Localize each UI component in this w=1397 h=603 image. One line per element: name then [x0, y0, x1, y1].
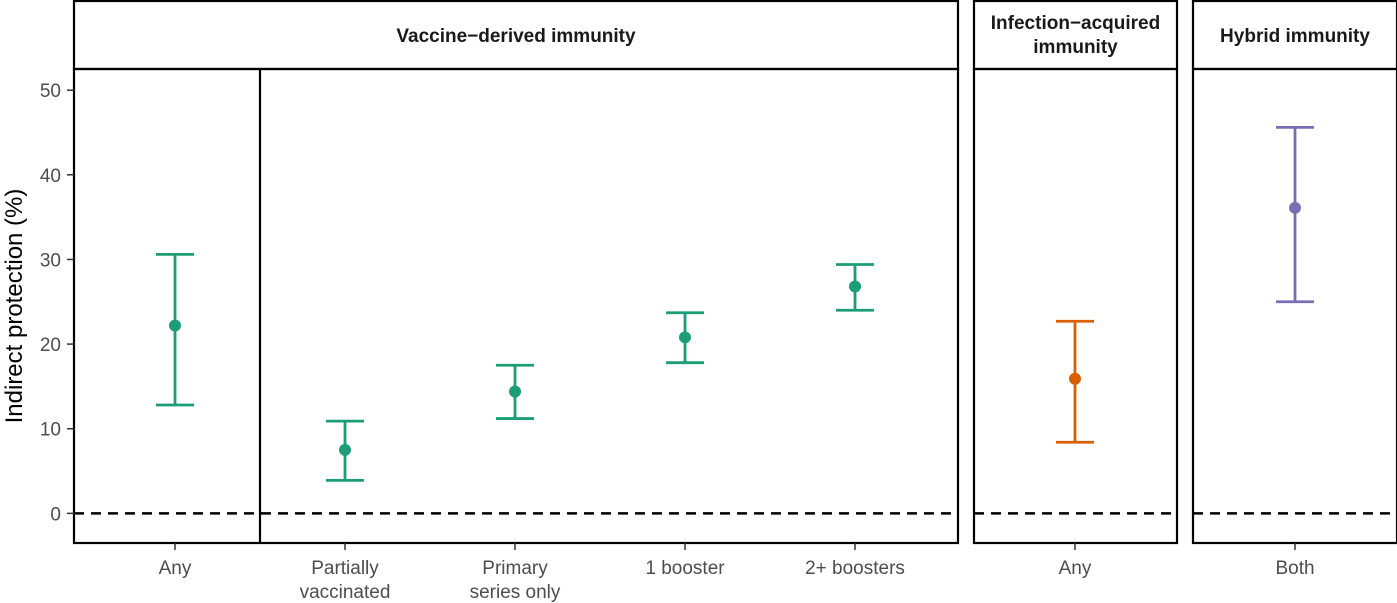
facet-strip-label: Infection−acquired — [991, 13, 1160, 34]
x-tick-label: Partially — [311, 558, 379, 579]
facet-strip — [72, 0, 960, 71]
data-point — [339, 443, 351, 456]
data-point — [679, 331, 691, 344]
y-tick-label: 40 — [40, 166, 61, 187]
y-tick-label: 20 — [40, 335, 61, 356]
x-tick-label: Both — [1275, 558, 1314, 579]
x-tick-label: Primary — [482, 558, 548, 579]
x-tick-label: 1 booster — [645, 558, 725, 579]
x-tick-label: vaccinated — [300, 582, 391, 603]
panel-border — [72, 67, 960, 545]
y-tick-label: 0 — [50, 504, 61, 525]
x-tick-label: 2+ boosters — [805, 558, 905, 579]
x-tick-label: series only — [470, 582, 561, 603]
y-axis-title: Indirect protection (%) — [1, 189, 28, 424]
y-tick-label: 30 — [40, 250, 61, 271]
data-point — [509, 385, 521, 398]
data-point — [1289, 201, 1301, 214]
panel-border — [972, 67, 1179, 545]
facet-strip-label: immunity — [1033, 37, 1118, 58]
facet-strip-label: Hybrid immunity — [1220, 26, 1370, 47]
facet-strip — [972, 0, 1179, 71]
data-point — [1069, 372, 1081, 385]
data-point — [169, 319, 181, 332]
x-tick-label: Any — [1059, 558, 1092, 579]
facet-strip — [1191, 0, 1397, 71]
y-tick-label: 10 — [40, 420, 61, 441]
y-tick-label: 50 — [40, 81, 61, 102]
x-tick-label: Any — [159, 558, 192, 579]
facet-strip-label: Vaccine−derived immunity — [396, 26, 636, 47]
data-point — [849, 280, 861, 293]
